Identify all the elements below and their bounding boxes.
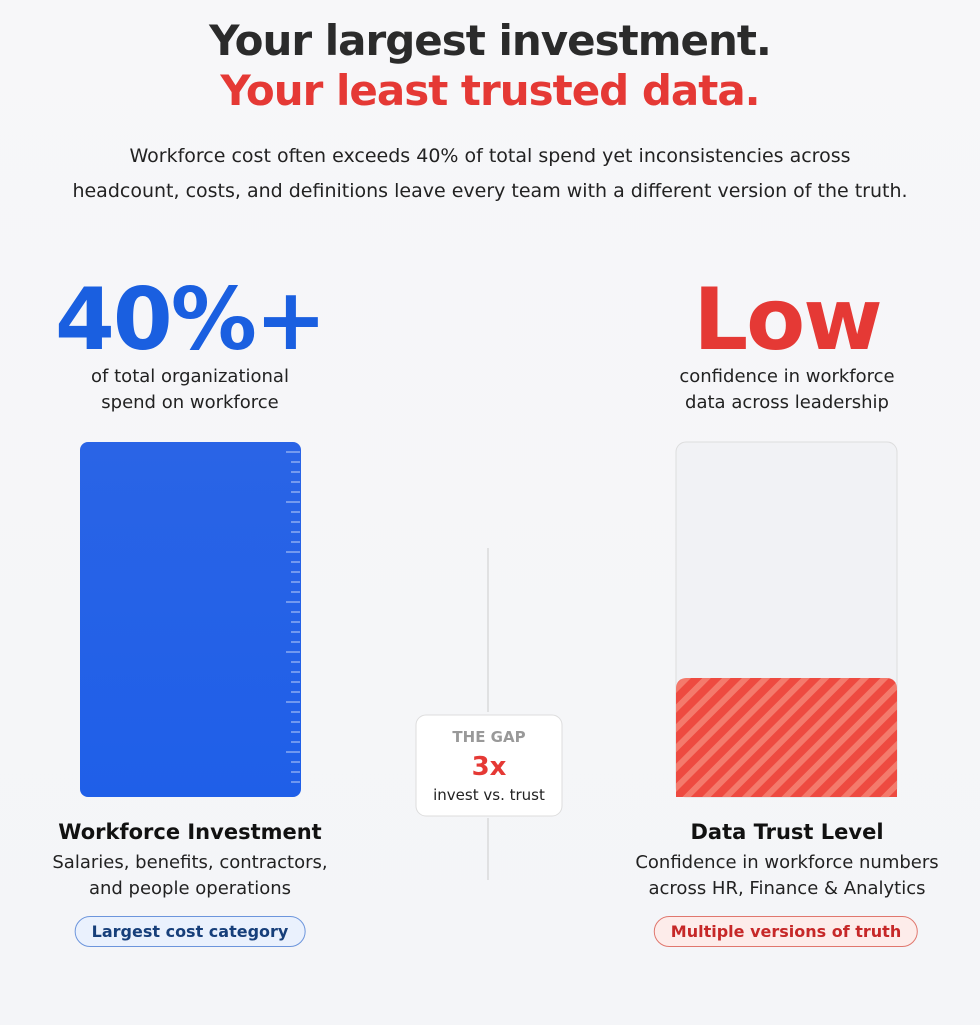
title: Your largest investment. [209,16,772,65]
description: headcount, costs, and definitions leave … [72,180,908,202]
investment-bar [80,442,301,797]
bar-ticks [286,451,300,783]
trust-bar-fill [676,678,897,797]
description: Workforce cost often exceeds 40% of tota… [129,145,851,167]
card-description: across HR, Finance & Analytics [648,878,926,899]
stat: Low [693,270,882,370]
graphic [80,441,898,880]
card-title: Workforce Investment [58,820,322,844]
gap-caption: invest vs. trust [433,786,545,804]
stat: 40%+ [55,270,327,370]
card-description: and people operations [88,878,292,899]
caption: of total organizational [91,366,289,387]
gap-box [415,714,563,817]
title-highlight: Your least trusted data. [220,66,760,115]
caption: data across leadership [685,392,889,413]
badge: Largest cost category [74,916,306,947]
card-description: Salaries, benefits, contractors, [52,852,328,873]
badge: Multiple versions of truth [653,916,919,947]
gap-value: 3x [471,752,507,782]
caption: confidence in workforce [679,366,895,387]
gap-label: THE GAP [452,728,526,746]
card-description: Confidence in workforce numbers [635,852,939,873]
caption: spend on workforce [101,392,279,413]
card-title: Data Trust Level [690,820,884,844]
